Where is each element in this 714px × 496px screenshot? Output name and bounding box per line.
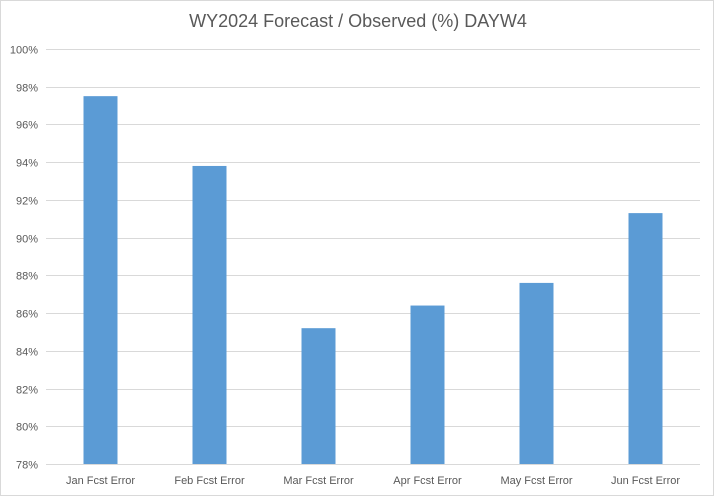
bar	[301, 328, 336, 464]
x-axis-tick-labels: Jan Fcst Error Feb Fcst Error Mar Fcst Err…	[66, 475, 680, 487]
y-tick-label: 94%	[16, 158, 38, 170]
y-tick-label: 96%	[16, 120, 38, 132]
y-tick-label: 98%	[16, 83, 38, 95]
bar	[83, 96, 118, 464]
x-tick-label: May Fcst Error	[500, 475, 572, 487]
y-tick-label: 78%	[16, 460, 38, 472]
y-axis-tick-labels: 78% 80% 82% 84% 86% 88% 90% 92% 94% 96% 98% 100%	[10, 45, 38, 472]
y-tick-label: 90%	[16, 234, 38, 246]
bar	[519, 282, 554, 464]
y-tick-label: 88%	[16, 271, 38, 283]
chart-title: WY2024 Forecast / Observed (%) DAYW4	[189, 11, 527, 31]
bars	[83, 96, 663, 465]
y-tick-label: 84%	[16, 347, 38, 359]
gridlines	[46, 49, 700, 465]
y-tick-label: 82%	[16, 385, 38, 397]
bar	[628, 213, 663, 464]
x-tick-label: Feb Fcst Error	[174, 475, 245, 487]
bar	[192, 165, 227, 465]
y-tick-label: 86%	[16, 309, 38, 321]
x-tick-label: Jan Fcst Error	[66, 475, 135, 487]
x-tick-label: Apr Fcst Error	[393, 475, 462, 487]
x-tick-label: Jun Fcst Error	[611, 475, 680, 487]
y-tick-label: 100%	[10, 45, 38, 57]
y-tick-label: 92%	[16, 196, 38, 208]
bar	[410, 305, 445, 464]
y-tick-label: 80%	[16, 422, 38, 434]
x-tick-label: Mar Fcst Error	[283, 475, 354, 487]
